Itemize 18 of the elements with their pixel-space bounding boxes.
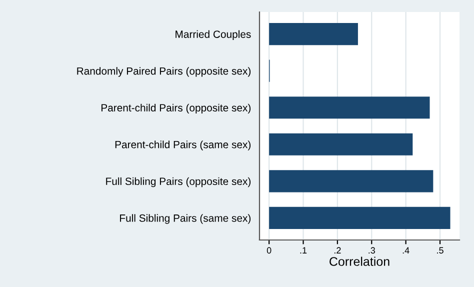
x-tick-label: .5 [437,247,444,254]
bar [269,23,358,46]
y-tick-label: Parent-child Pairs (same sex) [115,140,251,150]
y-tick-label: Married Couples [176,30,251,40]
bar [269,170,434,192]
y-tick-label: Full Sibling Pairs (same sex) [120,214,251,224]
bar [269,133,413,156]
y-tick-label: Full Sibling Pairs (opposite sex) [106,177,251,188]
x-tick-label: .2 [334,247,341,254]
y-tick-label: Randomly Paired Pairs (opposite sex) [77,67,251,77]
x-axis-title: Correlation [330,256,390,266]
x-tick-label: .1 [300,247,307,254]
x-tick-label: .4 [402,247,410,254]
bar [269,96,430,119]
x-tick-label: 0 [266,247,272,254]
bar [269,206,450,229]
y-tick-label: Parent-child Pairs (opposite sex) [102,104,251,114]
x-tick-label: .3 [368,247,376,254]
